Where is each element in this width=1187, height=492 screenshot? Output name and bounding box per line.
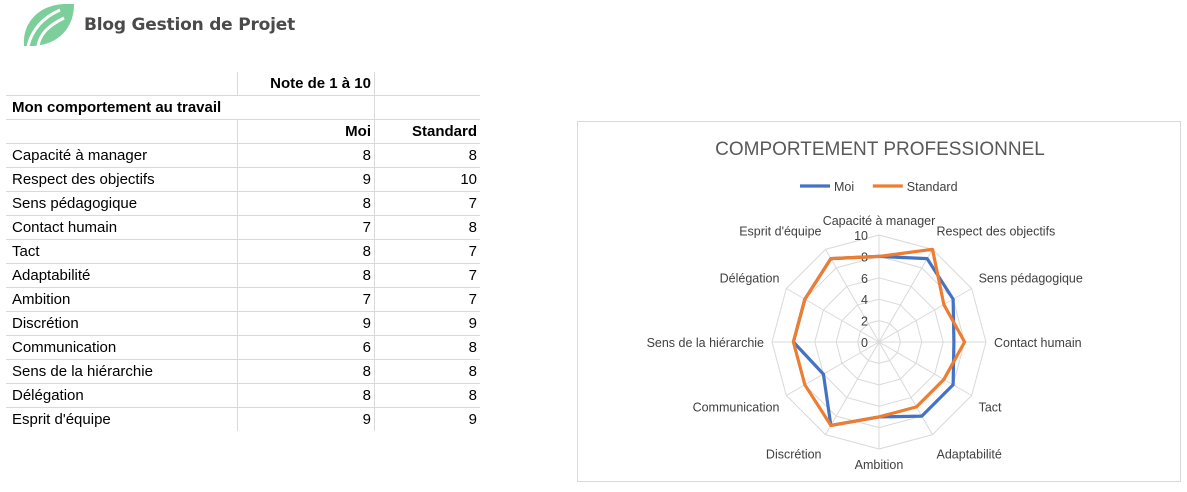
row-label: Sens pédagogique [6, 191, 238, 216]
row-label: Respect des objectifs [6, 167, 238, 192]
table-row: Discrétion 9 9 [6, 311, 480, 336]
tick-label: 4 [861, 293, 868, 307]
grid-spoke [786, 341, 880, 396]
standard-value: 7 [374, 239, 480, 264]
row-label: Capacité à manager [6, 143, 238, 168]
col-moi: Moi [237, 119, 375, 144]
empty-cell [374, 95, 480, 120]
header-row: Note de 1 à 10 [6, 72, 480, 96]
column-header-row: Moi Standard [6, 119, 480, 144]
empty-cell [6, 119, 238, 144]
tick-label: 0 [861, 336, 868, 350]
row-label: Discrétion [6, 311, 238, 336]
standard-value: 8 [374, 383, 480, 408]
category-label: Sens pédagogique [979, 272, 1083, 286]
moi-value: 9 [237, 167, 375, 192]
section-title: Mon comportement au travail [6, 95, 238, 120]
table-row: Communication 6 8 [6, 335, 480, 360]
standard-value: 9 [468, 411, 477, 428]
table-row: Capacité à manager 8 8 [6, 143, 480, 168]
table-row: Contact humain 7 8 [6, 215, 480, 240]
legend-label: Standard [907, 180, 958, 194]
category-label: Respect des objectifs [937, 224, 1056, 238]
grid-spoke [878, 341, 972, 396]
moi-value: 6 [237, 335, 375, 360]
note-header: Note de 1 à 10 [237, 72, 375, 96]
standard-value: 7 [374, 191, 480, 216]
standard-value: 10 [374, 167, 480, 192]
col-standard: Standard [374, 119, 480, 144]
row-label: Tact [6, 239, 238, 264]
grid-spoke [878, 288, 972, 343]
grid-spoke [878, 249, 933, 343]
moi-value: 8 [237, 359, 375, 384]
table-row: Sens de la hiérarchie 8 8 [6, 359, 480, 384]
row-label: Sens de la hiérarchie [6, 359, 238, 384]
category-label: Discrétion [766, 448, 822, 462]
chart-title: COMPORTEMENT PROFESSIONNEL [715, 139, 1045, 160]
grid-spoke [786, 288, 880, 343]
standard-value: 8 [374, 143, 480, 168]
category-label: Esprit d'équipe [739, 224, 821, 238]
grid-spoke [878, 341, 933, 435]
category-label: Délégation [720, 272, 780, 286]
table-row: Sens pédagogique 8 7 [6, 191, 480, 216]
table-row: Esprit d'équipe 9 9 [6, 407, 480, 431]
row-label: Ambition [6, 287, 238, 312]
moi-value: 8 [237, 143, 375, 168]
moi-value: 7 [237, 287, 375, 312]
category-label: Communication [693, 401, 780, 415]
brand-header: Blog Gestion de Projet [20, 0, 295, 50]
table-row: Ambition 7 7 [6, 287, 480, 312]
category-label: Capacité à manager [823, 214, 936, 228]
brand-name: Blog Gestion de Projet [84, 15, 296, 35]
empty-cell [374, 72, 480, 96]
category-label: Sens de la hiérarchie [647, 336, 764, 350]
empty-cell [6, 72, 238, 96]
standard-value: 7 [374, 287, 480, 312]
tick-label: 10 [854, 229, 868, 243]
section-row: Mon comportement au travail [6, 95, 480, 120]
empty-cell [237, 95, 375, 120]
tick-label: 2 [861, 315, 868, 329]
leaf-logo-icon [23, 4, 74, 47]
tick-label: 6 [861, 272, 868, 286]
row-label: Esprit d'équipe [6, 407, 238, 431]
table-row: Tact 8 7 [6, 239, 480, 264]
moi-value: 7 [237, 215, 375, 240]
series-line [791, 247, 967, 427]
row-label: Contact humain [6, 215, 238, 240]
radar-chart-svg: COMPORTEMENT PROFESSIONNEL Moi Standard C… [647, 139, 1083, 472]
category-label: Contact humain [994, 336, 1082, 350]
row-label: Délégation [6, 383, 238, 408]
category-label: Ambition [855, 458, 904, 472]
table-row: Délégation 8 8 [6, 383, 480, 408]
grid-spoke [825, 341, 880, 435]
chart-legend: Moi Standard [800, 180, 958, 194]
grid-spoke [825, 249, 880, 343]
standard-value: 7 [374, 263, 480, 288]
category-label: Tact [979, 401, 1002, 415]
score-table: Note de 1 à 10 Mon comportement au trava… [6, 72, 480, 431]
row-label: Adaptabilité [6, 263, 238, 288]
moi-value: 9 [237, 311, 375, 336]
standard-value: 8 [374, 359, 480, 384]
standard-value: 9 [374, 311, 480, 336]
row-label: Communication [6, 335, 238, 360]
legend-label: Moi [834, 180, 854, 194]
table-row: Respect des objectifs 9 10 [6, 167, 480, 192]
moi-value: 8 [237, 239, 375, 264]
standard-value: 8 [374, 335, 480, 360]
moi-value: 8 [237, 191, 375, 216]
moi-value: 8 [237, 263, 375, 288]
series-lines [791, 247, 967, 427]
radar-chart: COMPORTEMENT PROFESSIONNEL Moi Standard C… [577, 121, 1181, 482]
table-row: Adaptabilité 8 7 [6, 263, 480, 288]
category-label: Adaptabilité [937, 448, 1002, 462]
standard-value: 8 [374, 215, 480, 240]
moi-value: 9 [237, 407, 375, 431]
moi-value: 8 [237, 383, 375, 408]
